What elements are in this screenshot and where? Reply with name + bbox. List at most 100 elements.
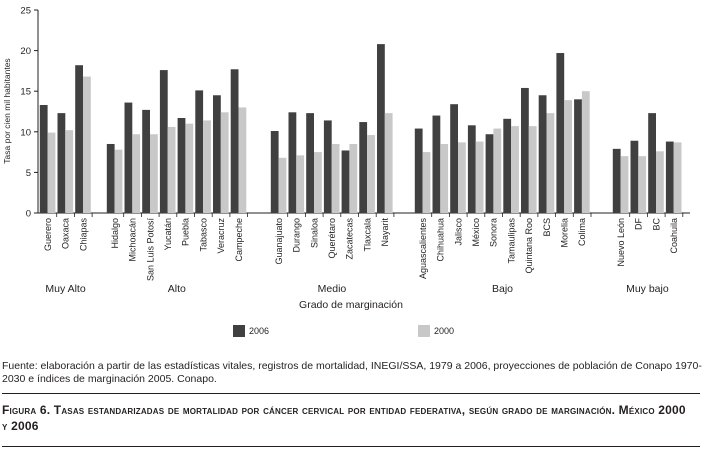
bar-2006 <box>612 148 621 213</box>
state-label: Puebla <box>181 218 191 246</box>
y-tick-label: 15 <box>20 87 31 98</box>
state-label: Chihuahua <box>436 218 446 262</box>
bar-2006 <box>323 120 332 213</box>
state-label: Hidalgo <box>110 218 120 249</box>
state-label: San Luis Potosí <box>145 218 155 282</box>
bar-2006 <box>306 113 314 213</box>
bar-2000 <box>493 128 502 213</box>
bar-2000 <box>47 132 56 213</box>
bar-2000 <box>581 91 590 213</box>
bar-2006 <box>432 115 441 213</box>
bar-2000 <box>331 143 340 213</box>
state-label: Morelia <box>559 218 569 248</box>
bar-2006 <box>414 128 423 213</box>
y-axis-label: Tasa por cien mil habitantes <box>2 58 12 163</box>
state-label: Colima <box>577 218 587 246</box>
state-label: Chiapas <box>78 218 88 252</box>
bar-2000 <box>673 142 682 213</box>
group-label: Alto <box>168 283 186 295</box>
state-label: BC <box>651 218 661 231</box>
state-label: Campeche <box>234 218 244 262</box>
x-axis-label: Grado de marginación <box>299 299 403 311</box>
state-label: DF <box>634 218 644 230</box>
bar-2006 <box>538 95 547 213</box>
bar-2006 <box>630 140 639 213</box>
state-label: Tamaulipas <box>506 218 516 264</box>
state-label: México <box>471 218 481 247</box>
group-label: Bajo <box>492 283 513 295</box>
legend-label-2006: 2006 <box>249 326 269 336</box>
legend-swatch-2000 <box>418 325 430 337</box>
bar-2000 <box>65 130 74 213</box>
bar-2000 <box>458 142 466 213</box>
bar-2000 <box>150 134 158 213</box>
state-label: Aguascalientes <box>418 218 428 280</box>
y-tick-label: 20 <box>20 46 31 57</box>
bar-2000 <box>564 100 572 213</box>
state-label: Guanajuato <box>274 218 284 265</box>
y-tick-label: 10 <box>20 127 31 138</box>
state-label: Sonora <box>489 218 499 247</box>
bar-2006 <box>648 113 656 213</box>
group-label: Muy bajo <box>626 283 669 295</box>
legend-swatch-2006 <box>233 325 245 337</box>
bar-2000 <box>384 113 393 213</box>
bar-2006 <box>177 117 186 213</box>
group-label: Medio <box>318 283 347 295</box>
bar-2006 <box>106 143 115 213</box>
bar-2006 <box>288 112 297 213</box>
bar-2006 <box>39 105 48 213</box>
source-note: Fuente: elaboración a partir de las esta… <box>2 360 702 385</box>
bar-2000 <box>185 123 194 213</box>
state-label: Nayarit <box>380 218 390 247</box>
bar-2006 <box>574 99 582 213</box>
bar-2006 <box>142 109 150 213</box>
bar-2000 <box>220 112 229 213</box>
state-label: Querétaro <box>327 218 337 259</box>
bar-2006 <box>270 130 279 213</box>
bar-2000 <box>203 120 211 213</box>
bar-2006 <box>556 53 565 214</box>
bar-2006 <box>359 122 368 213</box>
bar-2006 <box>195 90 204 213</box>
state-label: Nuevo León <box>616 218 626 267</box>
bar-2006 <box>467 125 476 213</box>
caption-bottom-rule <box>2 446 700 447</box>
state-label: Jalisco <box>453 218 463 246</box>
state-label: Zacatecas <box>345 218 355 260</box>
state-label: Quintana Roo <box>524 218 534 274</box>
figure-caption: Figura 6. Tasas estandarizadas de mortal… <box>2 403 686 433</box>
bar-2000 <box>475 141 484 213</box>
bar-2006 <box>159 70 168 213</box>
bar-2006 <box>521 87 529 213</box>
y-tick-label: 25 <box>20 6 31 17</box>
state-label: Guerero <box>43 218 53 251</box>
bar-2000 <box>620 156 629 213</box>
bar-2000 <box>528 126 537 213</box>
bar-2000 <box>314 152 322 213</box>
bar-2006 <box>485 134 494 213</box>
state-label: Coahuila <box>669 218 679 254</box>
state-label: Oaxaca <box>61 218 71 249</box>
bar-2000 <box>367 135 375 213</box>
bar-2006 <box>503 118 512 213</box>
state-label: Tlaxcala <box>362 218 372 252</box>
bar-2000 <box>114 149 123 213</box>
bar-2000 <box>638 156 647 213</box>
bar-2000 <box>83 76 91 213</box>
bar-2000 <box>238 107 247 213</box>
caption-top-rule <box>2 393 700 394</box>
bar-2006 <box>450 104 458 213</box>
bar-2000 <box>278 157 287 213</box>
y-tick-label: 0 <box>26 209 31 220</box>
bar-2006 <box>341 150 350 213</box>
bar-2000 <box>511 126 519 213</box>
legend-label-2000: 2000 <box>434 326 454 336</box>
state-label: Veracruz <box>216 218 226 254</box>
state-label: Michoacán <box>128 218 138 262</box>
bar-2006 <box>665 141 674 213</box>
bar-2000 <box>132 134 141 213</box>
bar-2000 <box>296 155 305 213</box>
bar-2000 <box>546 113 555 213</box>
bar-2006 <box>124 102 133 213</box>
